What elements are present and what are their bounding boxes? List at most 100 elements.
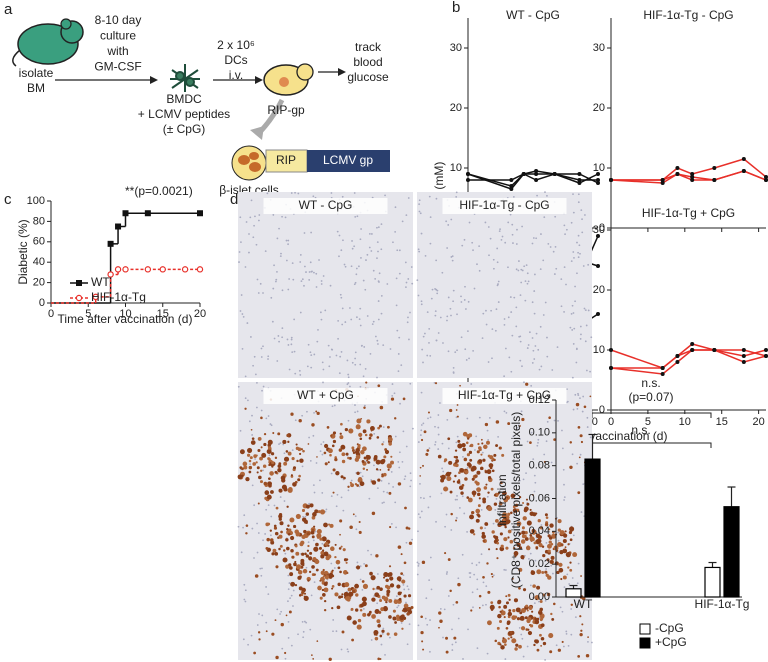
nucleus (319, 311, 322, 314)
stain (285, 614, 288, 617)
stain (265, 630, 268, 633)
y-tick-label: 20 (450, 102, 462, 114)
nucleus (394, 206, 397, 209)
nucleus (238, 261, 240, 263)
nucleus (401, 220, 404, 223)
nucleus (320, 443, 323, 446)
stain (449, 589, 452, 593)
nucleus (498, 230, 501, 233)
nucleus (240, 294, 243, 296)
nucleus (261, 567, 263, 570)
stain (499, 643, 502, 646)
micrograph-title: WT + CpG (297, 388, 354, 402)
nucleus (565, 632, 568, 635)
stain (568, 530, 573, 535)
stain (515, 643, 519, 647)
stain (476, 513, 479, 516)
stain (569, 568, 573, 572)
nucleus (507, 266, 509, 269)
bar (723, 506, 740, 598)
nucleus (347, 376, 350, 379)
nucleus (556, 346, 559, 348)
stain (512, 508, 518, 513)
nucleus (563, 483, 565, 486)
nucleus (450, 529, 453, 531)
nucleus (429, 354, 432, 357)
nucleus (265, 621, 268, 624)
stain (292, 466, 297, 470)
nucleus (241, 347, 244, 350)
stain (520, 555, 525, 560)
stain (351, 449, 355, 453)
nucleus (314, 530, 317, 533)
stain (496, 539, 499, 542)
nucleus (465, 359, 468, 361)
nucleus (290, 594, 293, 597)
stain (355, 593, 359, 597)
nucleus (520, 281, 523, 284)
nucleus (437, 414, 440, 416)
nucleus (395, 595, 398, 598)
stain (295, 443, 298, 446)
data-point (596, 178, 600, 182)
nucleus (272, 287, 275, 290)
stain (366, 459, 369, 462)
stain (507, 611, 512, 617)
stain (335, 559, 341, 565)
nucleus (361, 344, 363, 347)
stain (272, 432, 275, 435)
nucleus (537, 441, 539, 444)
stain (536, 648, 540, 652)
nucleus (284, 216, 287, 219)
nucleus (306, 365, 309, 368)
stain (486, 469, 492, 475)
data-point (764, 354, 768, 358)
nucleus (410, 479, 412, 482)
stain (253, 454, 257, 458)
stain (498, 446, 502, 450)
nucleus (261, 614, 264, 617)
stain (453, 455, 456, 459)
nucleus (337, 320, 340, 322)
nucleus (316, 340, 319, 343)
nucleus (377, 300, 380, 302)
x-tick-label: HIF-1α-Tg (695, 597, 750, 611)
stain (321, 536, 327, 542)
stain (303, 595, 306, 598)
nucleus (355, 528, 358, 531)
nucleus (452, 366, 455, 369)
stain (379, 459, 385, 465)
nucleus (307, 343, 310, 346)
nucleus (404, 475, 407, 478)
stain (540, 645, 542, 647)
nucleus (419, 434, 422, 436)
stain (557, 648, 561, 652)
nucleus (484, 527, 487, 530)
nucleus (519, 294, 522, 297)
nucleus (377, 226, 380, 229)
stain (476, 487, 482, 493)
nucleus (378, 272, 381, 275)
nucleus (376, 376, 378, 379)
nucleus (298, 369, 301, 372)
nucleus (256, 522, 258, 525)
subplot-title: HIF-1α-Tg + CpG (642, 206, 735, 220)
stain (307, 579, 310, 582)
nucleus (259, 282, 262, 285)
nucleus (240, 241, 242, 244)
nucleus (294, 419, 297, 422)
nucleus (376, 257, 378, 260)
stain (386, 585, 391, 590)
nucleus (350, 265, 353, 268)
stain (567, 566, 570, 569)
nucleus (561, 447, 564, 450)
x-tick-label: 20 (752, 416, 764, 428)
stain (560, 577, 563, 581)
data-point (609, 366, 613, 370)
nucleus (287, 344, 290, 346)
legend-label: HIF-1α-Tg (91, 290, 146, 304)
stain (321, 588, 325, 592)
data-point (596, 172, 600, 176)
nucleus (367, 549, 369, 552)
nucleus (322, 381, 324, 384)
